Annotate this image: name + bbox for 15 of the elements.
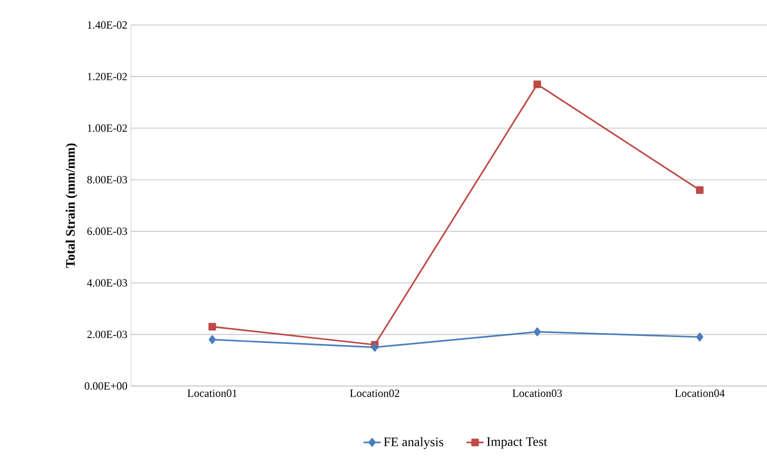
y-tick-label: 0.00E+00 bbox=[84, 382, 128, 390]
legend-label: FE analysis bbox=[384, 437, 444, 449]
y-tick-label: 8.00E-03 bbox=[87, 176, 128, 184]
y-tick-label: 1.00E-02 bbox=[88, 124, 127, 132]
y-tick-label: 1.20E-02 bbox=[88, 72, 127, 80]
x-tick-label: Location03 bbox=[512, 390, 562, 397]
y-tick-label: 2.00E-03 bbox=[87, 330, 128, 338]
x-tick-label: Location04 bbox=[675, 390, 725, 397]
y-tick-label: 1.40E-02 bbox=[88, 21, 127, 29]
x-tick-label: Location02 bbox=[350, 390, 400, 397]
legend-label: Impact Test bbox=[486, 437, 548, 449]
y-tick-label: 6.00E-03 bbox=[87, 228, 128, 236]
y-tick-label: 4.00E-03 bbox=[87, 279, 128, 287]
x-tick-label: Location01 bbox=[188, 390, 237, 397]
y-axis-title: Total Strain (mm/mm) bbox=[66, 143, 78, 268]
